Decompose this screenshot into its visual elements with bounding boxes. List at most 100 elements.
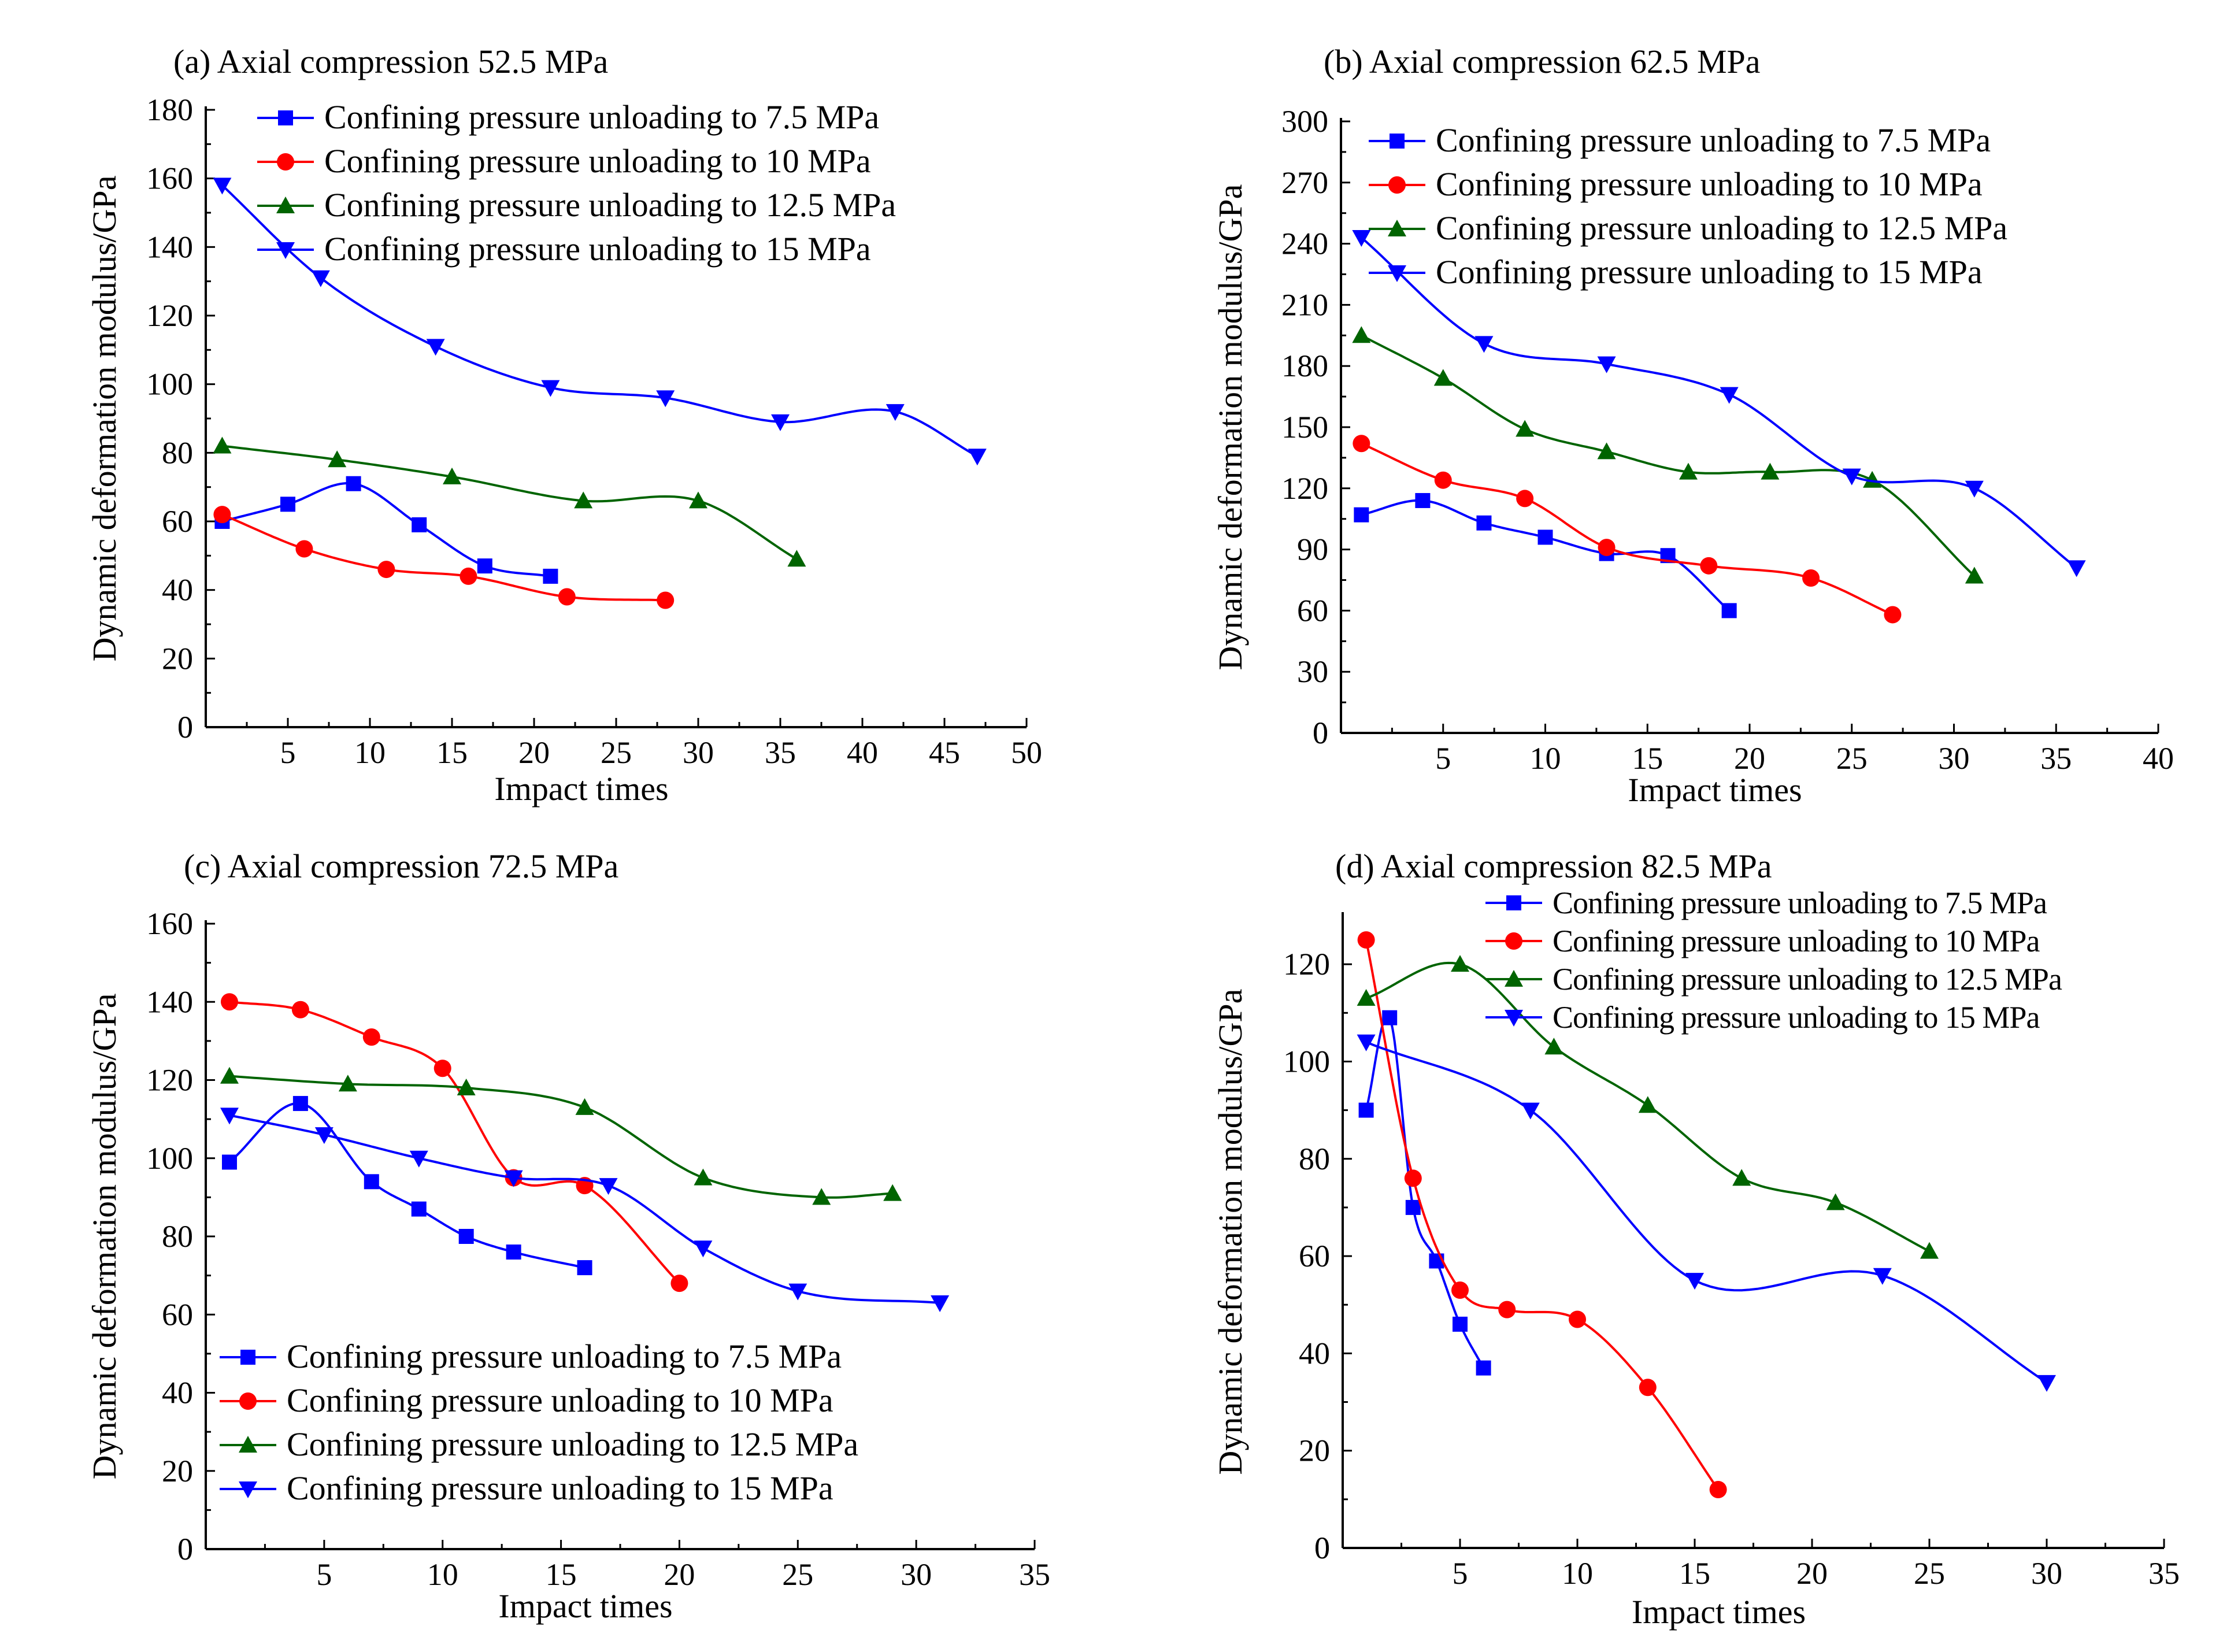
data-point (694, 1168, 713, 1186)
data-point (213, 436, 232, 454)
x-axis-title: Impact times (1632, 1593, 1806, 1631)
x-tick-label: 30 (901, 1557, 932, 1592)
data-point (1826, 1193, 1845, 1210)
y-tick-label: 120 (146, 1063, 193, 1098)
data-point (409, 1150, 428, 1168)
series-1 (1358, 1010, 1491, 1376)
legend-marker (240, 1350, 255, 1365)
y-tick-label: 40 (1299, 1336, 1330, 1371)
y-axis-title: Dynamic deformation modulus/GPa (1211, 989, 1249, 1475)
data-point (504, 1170, 523, 1187)
legend-label: Confining pressure unloading to 12.5 MPa (1553, 962, 2062, 997)
y-tick-label: 140 (146, 229, 193, 264)
y-tick-label: 80 (162, 1219, 193, 1254)
data-point (1354, 507, 1369, 523)
data-point (221, 1154, 237, 1170)
data-point (220, 993, 238, 1011)
data-point (1415, 492, 1431, 508)
data-point (1884, 606, 1902, 624)
data-point (477, 558, 492, 574)
legend: Confining pressure unloading to 7.5 MPa C… (257, 98, 896, 268)
x-tick-label: 35 (2148, 1556, 2180, 1591)
data-point (788, 1283, 807, 1301)
legend-marker (276, 197, 295, 213)
data-point (599, 1178, 618, 1195)
data-point (1720, 387, 1739, 404)
data-point (1357, 931, 1375, 949)
x-tick-label: 20 (664, 1557, 695, 1592)
y-tick-label: 160 (146, 161, 193, 196)
data-point (1638, 1096, 1657, 1113)
x-tick-label: 35 (1019, 1557, 1050, 1592)
data-point (541, 380, 560, 397)
legend: Confining pressure unloading to 7.5 MPa C… (220, 1338, 858, 1507)
data-point (1433, 369, 1453, 386)
x-tick-label: 25 (601, 735, 632, 770)
y-tick-label: 160 (146, 906, 193, 941)
x-tick-label: 5 (316, 1557, 332, 1592)
y-axis-title: Dynamic deformation modulus/GPa (1211, 184, 1249, 671)
x-tick-label: 25 (782, 1557, 813, 1592)
y-tick-label: 40 (162, 1376, 193, 1410)
legend-label: Confining pressure unloading to 7.5 MPa (1553, 886, 2047, 920)
x-axis-title: Impact times (1628, 771, 1802, 809)
series-line (1365, 1040, 2048, 1384)
data-point (220, 1107, 239, 1125)
series-1 (214, 476, 558, 584)
series-line (222, 445, 798, 561)
data-point (1451, 1281, 1469, 1299)
data-point (558, 588, 576, 606)
legend-label: Confining pressure unloading to 12.5 MPa (324, 186, 896, 224)
data-point (1721, 603, 1737, 618)
data-point (1761, 462, 1780, 480)
y-tick-label: 80 (1299, 1142, 1330, 1176)
data-point (1685, 1273, 1704, 1290)
data-point (1537, 529, 1553, 545)
x-tick-label: 20 (518, 735, 550, 770)
origin-label: 0 (177, 1532, 193, 1566)
x-tick-label: 5 (280, 735, 296, 770)
y-tick-label: 180 (1281, 349, 1328, 383)
data-point (295, 540, 313, 558)
data-point (2037, 1375, 2056, 1392)
data-point (883, 1184, 902, 1201)
y-tick-label: 60 (1297, 593, 1328, 628)
data-point (1965, 480, 1984, 498)
data-point (346, 476, 361, 491)
y-tick-label: 30 (1297, 654, 1328, 689)
data-point (1920, 1242, 1939, 1259)
data-point (1474, 336, 1494, 353)
data-point (280, 497, 295, 512)
data-point (575, 1098, 594, 1115)
y-tick-label: 100 (146, 367, 193, 402)
x-tick-label: 10 (427, 1557, 458, 1592)
legend-label: Confining pressure unloading to 12.5 MPa (1436, 209, 2007, 247)
data-point (506, 1244, 521, 1260)
data-point (1353, 435, 1370, 453)
data-point (364, 1174, 379, 1190)
legend-marker (276, 242, 295, 259)
data-point (1357, 1034, 1376, 1051)
series-line (221, 481, 551, 577)
x-axis-title: Impact times (494, 770, 668, 808)
x-tick-label: 15 (546, 1557, 577, 1592)
legend-marker (239, 1392, 257, 1410)
data-point (694, 1240, 713, 1258)
y-tick-label: 100 (1283, 1044, 1330, 1079)
y-tick-label: 140 (146, 984, 193, 1019)
series-4 (220, 1107, 950, 1312)
data-point (1569, 1310, 1586, 1328)
data-point (2067, 560, 2086, 577)
chart-title: (d) Axial compression 82.5 MPa (1335, 847, 1772, 885)
legend-label: Confining pressure unloading to 10 MPa (1436, 165, 1983, 203)
legend: Confining pressure unloading to 7.5 MPa C… (1369, 121, 2007, 291)
series-4 (213, 177, 987, 466)
x-tick-label: 25 (1914, 1556, 1945, 1591)
legend-marker (239, 1436, 257, 1453)
data-point (577, 1260, 592, 1276)
data-point (812, 1188, 831, 1205)
series-line (1365, 1014, 1485, 1369)
data-point (1434, 471, 1452, 489)
data-point (1679, 462, 1698, 480)
